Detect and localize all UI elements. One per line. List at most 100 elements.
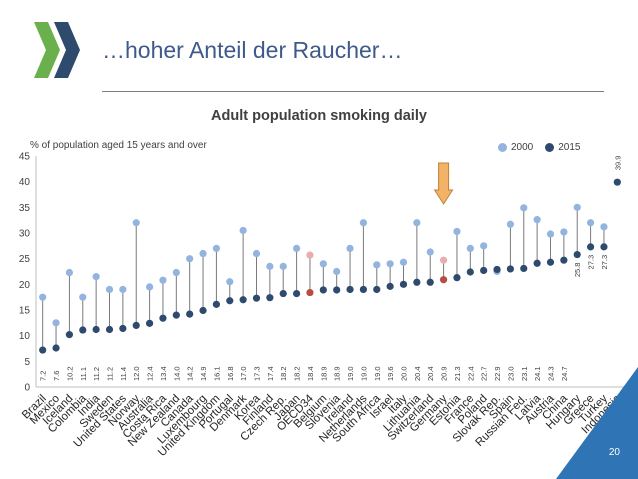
y-tick-label: 30 [19, 229, 31, 240]
chart-title: Adult population smoking daily [211, 108, 427, 124]
value-label: 22.7 [480, 366, 489, 381]
point-2015 [586, 243, 595, 251]
point-2015 [212, 300, 221, 308]
value-label: 23.1 [520, 366, 529, 381]
value-label: 17.4 [266, 366, 275, 381]
legend-item-2015: 2015 [545, 142, 581, 153]
value-label: 12.0 [132, 366, 141, 381]
point-2015 [132, 321, 140, 329]
point-2015 [386, 282, 394, 290]
point-2015 [65, 331, 74, 339]
point-2000 [92, 273, 100, 281]
value-label: 20.9 [440, 366, 449, 381]
point-2015 [573, 250, 581, 259]
point-2000 [292, 244, 301, 252]
point-2000 [319, 260, 327, 268]
point-2000 [212, 244, 221, 252]
point-2015 [145, 319, 154, 327]
value-label: 22.9 [493, 366, 502, 381]
y-tick-label: 5 [24, 357, 30, 368]
value-label: 7.2 [39, 371, 48, 381]
legend-label-2015: 2015 [558, 142, 581, 153]
value-label: 11.1 [79, 367, 88, 381]
point-2015 [613, 178, 621, 186]
point-2000 [399, 258, 408, 266]
value-label: 17.3 [253, 366, 262, 381]
value-label: 18.9 [319, 366, 328, 381]
point-2000 [119, 285, 127, 294]
y-tick-label: 35 [19, 203, 31, 214]
y-tick-label: 20 [19, 280, 31, 291]
slide-title: …hoher Anteil der Raucher… [102, 37, 403, 63]
value-label: 18.2 [279, 366, 288, 381]
point-2000 [359, 219, 368, 227]
point-2000 [159, 276, 167, 284]
point-2000 [266, 262, 274, 270]
value-label: 18.9 [333, 366, 342, 381]
value-label: 27.3 [600, 255, 609, 270]
value-label: 7.6 [52, 371, 61, 381]
point-2000 [533, 216, 541, 224]
value-label: 24.3 [547, 366, 556, 381]
point-2000 [226, 278, 234, 286]
point-2000 [386, 260, 394, 268]
point-2015 [199, 306, 207, 315]
value-label: 18.4 [306, 366, 315, 381]
value-label: 20.4 [426, 366, 435, 381]
point-2000 [413, 219, 421, 227]
point-2015 [306, 288, 314, 297]
value-label: 21.3 [453, 366, 462, 381]
legend-marker-2015 [545, 143, 555, 152]
value-label: 25.8 [573, 263, 582, 278]
value-label: 19.0 [346, 366, 355, 381]
point-2015 [172, 311, 180, 319]
point-2000 [39, 293, 47, 301]
value-label: 11.4 [119, 367, 128, 381]
value-label: 14.9 [199, 366, 208, 381]
point-2015 [252, 294, 261, 302]
point-2000 [239, 226, 247, 235]
point-2015 [226, 297, 234, 305]
value-label: 24.1 [533, 366, 542, 381]
point-2000 [520, 204, 528, 212]
value-label: 19.0 [359, 366, 368, 381]
value-label: 11.2 [92, 367, 101, 381]
value-label: 39.9 [613, 156, 622, 171]
point-2015 [480, 266, 488, 275]
chart-legend: 2000 2015 [498, 142, 581, 153]
value-label: 13.4 [159, 366, 168, 381]
point-2000 [172, 268, 180, 277]
point-2015 [279, 289, 287, 298]
point-2015 [373, 285, 381, 294]
point-2015 [39, 346, 47, 354]
value-label: 16.8 [226, 366, 235, 381]
point-2015 [453, 274, 461, 282]
value-label: 14.2 [186, 366, 195, 381]
point-2000 [333, 267, 341, 276]
point-2015 [359, 285, 368, 294]
point-2000 [506, 220, 515, 228]
point-2015 [346, 285, 354, 294]
value-label: 19.0 [373, 366, 382, 381]
point-2015 [520, 264, 528, 273]
point-2015 [333, 286, 341, 294]
y-tick-label: 0 [24, 383, 30, 394]
y-tick-label: 15 [19, 306, 31, 317]
value-label: 12.4 [146, 366, 155, 381]
point-2015 [92, 325, 100, 334]
legend-marker-2000 [498, 143, 507, 152]
point-2000 [186, 255, 194, 263]
value-label: 16.1 [212, 366, 221, 381]
title-divider [102, 91, 604, 92]
page-corner-accent [556, 367, 638, 479]
point-2015 [466, 268, 474, 276]
value-label: 22.4 [466, 366, 475, 381]
point-2000 [480, 242, 488, 250]
point-2015 [119, 324, 127, 333]
point-2015 [506, 265, 515, 273]
point-2015 [560, 256, 568, 264]
point-2000 [573, 203, 581, 211]
point-2015 [52, 344, 60, 352]
point-2000 [79, 293, 87, 301]
value-label: 18.2 [293, 366, 302, 381]
